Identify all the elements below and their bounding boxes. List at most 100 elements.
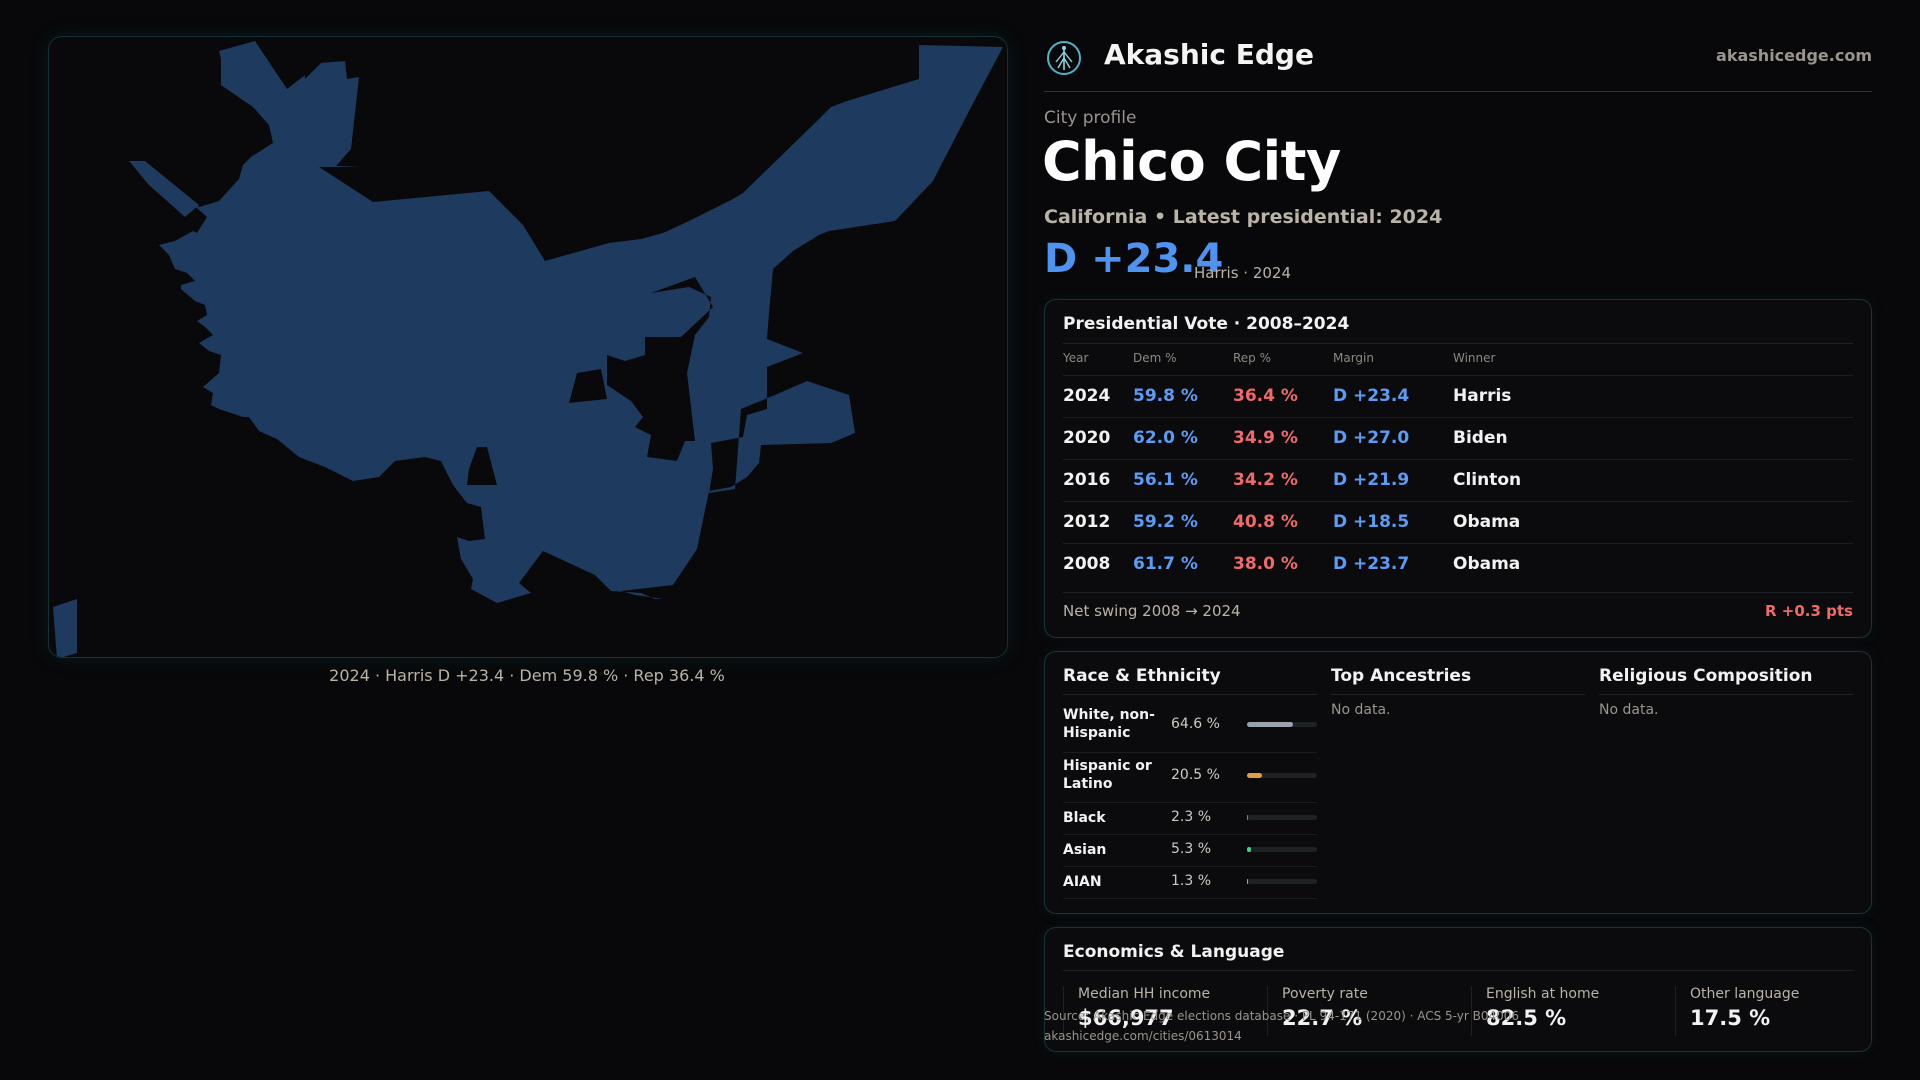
presidential-vote-card: Presidential Vote · 2008–2024 Year Dem %… <box>1044 299 1872 638</box>
city-boundary-shape <box>53 41 1003 657</box>
divider <box>1063 592 1853 593</box>
race-row: Black 2.3 % <box>1063 802 1317 835</box>
page-eyebrow: City profile <box>1044 108 1137 128</box>
city-boundary-polygon <box>159 41 1003 603</box>
stat-value: 22.7 % <box>1282 1006 1363 1030</box>
race-bar-fill <box>1247 847 1251 852</box>
cell-winner: Obama <box>1453 512 1521 532</box>
cell-dem: 62.0 % <box>1133 428 1198 448</box>
cell-year: 2020 <box>1063 428 1111 448</box>
cell-winner: Harris <box>1453 386 1512 406</box>
top-ancestries-title: Top Ancestries <box>1331 666 1472 686</box>
map-caption: 2024 · Harris D +23.4 · Dem 59.8 % · Rep… <box>329 666 725 685</box>
source-url-link[interactable]: akashicedge.com/cities/0613014 <box>1044 1029 1242 1043</box>
vote-card-title: Presidential Vote · 2008–2024 <box>1063 314 1350 334</box>
cell-dem: 61.7 % <box>1133 554 1198 574</box>
cell-winner: Obama <box>1453 554 1521 574</box>
cell-rep: 34.9 % <box>1233 428 1298 448</box>
table-row: 2024 59.8 % 36.4 % D +23.4 Harris <box>1063 375 1853 418</box>
headline-margin: D +23.4 <box>1044 236 1224 282</box>
divider <box>1063 343 1853 344</box>
race-row: Asian 5.3 % <box>1063 834 1317 867</box>
cell-margin: D +23.7 <box>1333 554 1410 574</box>
race-ethnicity-title: Race & Ethnicity <box>1063 666 1221 686</box>
cell-dem: 59.2 % <box>1133 512 1198 532</box>
religion-empty-state: No data. <box>1599 702 1659 718</box>
brand-name[interactable]: Akashic Edge <box>1104 38 1314 71</box>
stat-label: English at home <box>1486 986 1600 1002</box>
race-bar-fill <box>1247 815 1249 820</box>
cell-year: 2008 <box>1063 554 1111 574</box>
cell-year: 2016 <box>1063 470 1111 490</box>
table-row: 2020 62.0 % 34.9 % D +27.0 Biden <box>1063 417 1853 460</box>
city-boundary-exclave <box>53 599 77 657</box>
cell-rep: 40.8 % <box>1233 512 1298 532</box>
stat-label: Median HH income <box>1078 986 1211 1002</box>
cell-margin: D +18.5 <box>1333 512 1410 532</box>
race-row: White, non-Hispanic 64.6 % <box>1063 702 1317 753</box>
race-bar <box>1247 879 1317 884</box>
divider <box>1063 694 1317 695</box>
race-bar-fill <box>1247 879 1249 884</box>
cell-winner: Clinton <box>1453 470 1522 490</box>
stat-value: $66,977 <box>1078 1006 1174 1030</box>
city-boundary-map[interactable] <box>48 36 1008 658</box>
page-title: Chico City <box>1042 130 1341 193</box>
source-citation: Source: Akashic Edge elections database … <box>1044 1009 1520 1023</box>
divider <box>1063 970 1853 971</box>
col-header-year: Year <box>1063 351 1089 365</box>
page-subtitle: California • Latest presidential: 2024 <box>1044 206 1443 228</box>
cell-year: 2024 <box>1063 386 1111 406</box>
brand-header: Akashic Edge akashicedge.com <box>1044 36 1872 92</box>
cell-margin: D +27.0 <box>1333 428 1410 448</box>
stat-value: 82.5 % <box>1486 1006 1567 1030</box>
race-bar-fill <box>1247 722 1293 727</box>
cell-rep: 36.4 % <box>1233 386 1298 406</box>
demographics-card: Race & Ethnicity White, non-Hispanic 64.… <box>1044 651 1872 914</box>
race-label: Asian <box>1063 842 1107 858</box>
stat-english-at-home: English at home 82.5 % <box>1471 986 1656 1036</box>
race-bar <box>1247 773 1317 778</box>
headline-margin-note: Harris · 2024 <box>1194 264 1292 282</box>
col-header-winner: Winner <box>1453 351 1496 365</box>
economics-language-card: Economics & Language Median HH income $6… <box>1044 927 1872 1052</box>
stat-poverty-rate: Poverty rate 22.7 % <box>1267 986 1452 1036</box>
stat-label: Other language <box>1690 986 1800 1002</box>
table-row: 2012 59.2 % 40.8 % D +18.5 Obama <box>1063 501 1853 544</box>
religious-composition-title: Religious Composition <box>1599 666 1813 686</box>
cell-year: 2012 <box>1063 512 1111 532</box>
race-label: White, non-Hispanic <box>1063 707 1155 741</box>
stat-label: Poverty rate <box>1282 986 1368 1002</box>
header-divider <box>1044 91 1872 92</box>
race-row: AIAN 1.3 % <box>1063 866 1317 899</box>
race-label: Hispanic or Latino <box>1063 758 1152 792</box>
race-bar <box>1247 722 1317 727</box>
race-label: AIAN <box>1063 874 1102 890</box>
cell-margin: D +21.9 <box>1333 470 1410 490</box>
race-label: Black <box>1063 810 1106 826</box>
race-bar-fill <box>1247 773 1262 778</box>
table-row: 2008 61.7 % 38.0 % D +23.7 Obama <box>1063 543 1853 586</box>
divider <box>1599 694 1853 695</box>
cell-dem: 56.1 % <box>1133 470 1198 490</box>
divider <box>1331 694 1585 695</box>
brand-url-link[interactable]: akashicedge.com <box>1716 46 1872 65</box>
col-header-margin: Margin <box>1333 351 1374 365</box>
tree-of-life-logo-icon[interactable] <box>1044 38 1084 78</box>
col-header-rep: Rep % <box>1233 351 1272 365</box>
ancestries-empty-state: No data. <box>1331 702 1391 718</box>
cell-rep: 38.0 % <box>1233 554 1298 574</box>
cell-dem: 59.8 % <box>1133 386 1198 406</box>
race-value: 20.5 % <box>1171 767 1220 783</box>
race-value: 5.3 % <box>1171 841 1212 857</box>
cell-rep: 34.2 % <box>1233 470 1298 490</box>
stat-median-income: Median HH income $66,977 <box>1063 986 1248 1036</box>
race-value: 2.3 % <box>1171 809 1212 825</box>
net-swing-label: Net swing 2008 → 2024 <box>1063 602 1241 620</box>
source-footnote: Source: Akashic Edge elections database … <box>1044 1006 1519 1046</box>
table-row: 2016 56.1 % 34.2 % D +21.9 Clinton <box>1063 459 1853 502</box>
net-swing-value: R +0.3 pts <box>1765 602 1853 620</box>
race-bar <box>1247 847 1317 852</box>
stat-other-language: Other language 17.5 % <box>1675 986 1860 1036</box>
race-bar <box>1247 815 1317 820</box>
